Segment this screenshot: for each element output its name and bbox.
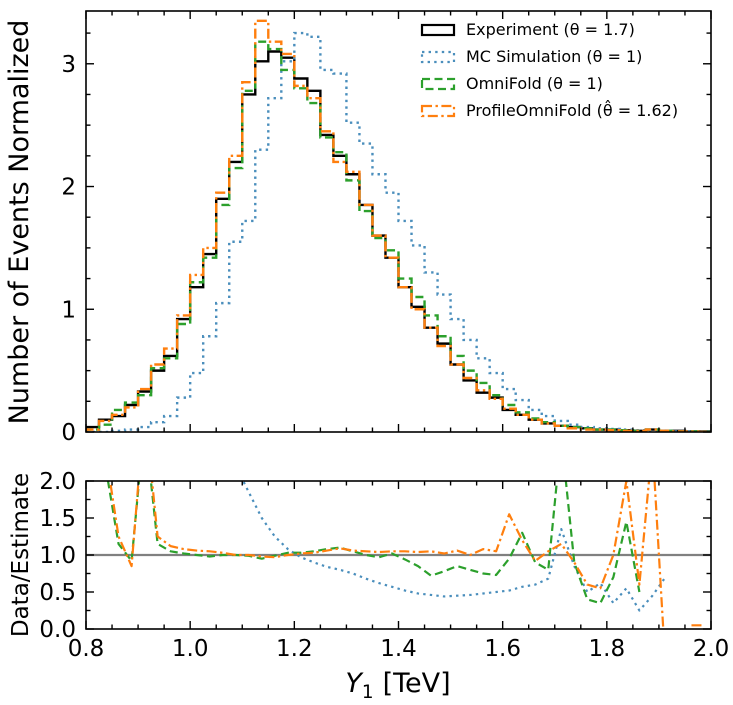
legend-label: ProfileOmniFold (θ̂ = 1.62)	[466, 101, 679, 120]
top-y-tick-label: 1	[61, 297, 76, 323]
legend-label: OmniFold (θ = 1)	[466, 74, 603, 93]
legend-sample-dashed-icon	[420, 77, 456, 90]
legend-sample-dashdot-icon	[420, 104, 456, 117]
x-tick-label: 1.8	[589, 636, 626, 662]
legend-item: OmniFold (θ = 1)	[420, 74, 678, 93]
x-tick-label: 2.0	[693, 636, 730, 662]
bottom-y-tick-label: 2.0	[39, 469, 76, 495]
legend-item: Experiment (θ = 1.7)	[420, 20, 678, 39]
ratio-series-2	[108, 481, 705, 629]
histogram-series-1	[86, 31, 711, 432]
legend-sample-solid-icon	[420, 23, 456, 36]
ratio-series-0	[241, 481, 667, 612]
top-y-axis-label: Number of Events Normalized	[4, 20, 35, 425]
bottom-y-tick-label: 1.5	[39, 506, 76, 532]
x-tick-label: 1.6	[484, 636, 521, 662]
legend: Experiment (θ = 1.7) MC Simulation (θ = 1…	[420, 20, 678, 120]
top-y-tick-label: 3	[61, 52, 76, 78]
histogram-series-3	[86, 19, 711, 432]
legend-item: MC Simulation (θ = 1)	[420, 47, 678, 66]
x-tick-label: 0.8	[68, 636, 105, 662]
legend-sample-dotted-icon	[420, 50, 456, 63]
x-tick-label: 1.0	[172, 636, 209, 662]
legend-label: MC Simulation (θ = 1)	[466, 47, 643, 66]
bottom-y-tick-label: 0.5	[39, 580, 76, 606]
bottom-y-axis-label: Data/Estimate	[8, 473, 34, 637]
histogram-series-2	[86, 40, 711, 432]
legend-label: Experiment (θ = 1.7)	[466, 20, 635, 39]
top-y-tick-label: 2	[61, 175, 76, 201]
chart-layer: 0 1 2 3 0.0 0.5 1.0 1.5 2.0 0.8 1.0 1.2 1.4 1.6 1.8 2.0	[39, 10, 730, 662]
x-tick-label: 1.2	[276, 636, 313, 662]
bottom-y-tick-label: 0.0	[39, 617, 76, 643]
bottom-y-tick-label: 1.0	[39, 543, 76, 569]
x-axis-label: Y1 [TeV]	[345, 668, 450, 703]
ratio-series-1	[106, 481, 641, 605]
legend-item: ProfileOmniFold (θ̂ = 1.62)	[420, 101, 678, 120]
top-y-tick-label: 0	[61, 420, 76, 446]
x-tick-label: 1.4	[380, 636, 417, 662]
